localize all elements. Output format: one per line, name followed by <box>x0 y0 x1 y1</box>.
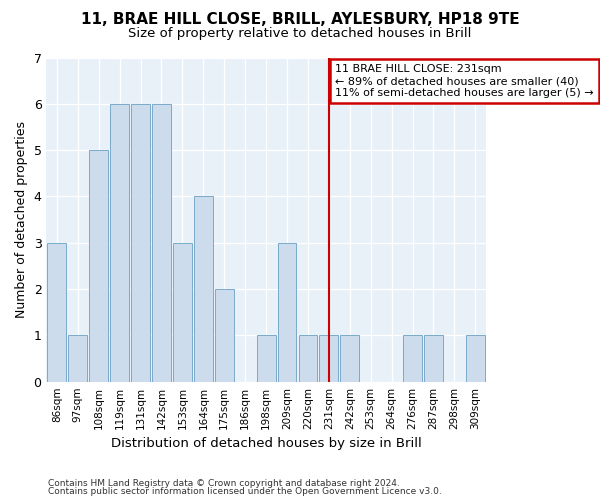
X-axis label: Distribution of detached houses by size in Brill: Distribution of detached houses by size … <box>111 437 421 450</box>
Bar <box>215 289 233 382</box>
Bar <box>424 336 443 382</box>
Bar <box>131 104 150 382</box>
Bar <box>152 104 171 382</box>
Text: Contains public sector information licensed under the Open Government Licence v3: Contains public sector information licen… <box>48 487 442 496</box>
Bar <box>319 336 338 382</box>
Bar <box>68 336 87 382</box>
Bar <box>403 336 422 382</box>
Bar <box>47 242 66 382</box>
Bar <box>466 336 485 382</box>
Bar <box>278 242 296 382</box>
Bar <box>110 104 129 382</box>
Y-axis label: Number of detached properties: Number of detached properties <box>15 121 28 318</box>
Bar <box>299 336 317 382</box>
Bar <box>194 196 213 382</box>
Text: Contains HM Land Registry data © Crown copyright and database right 2024.: Contains HM Land Registry data © Crown c… <box>48 478 400 488</box>
Bar <box>89 150 108 382</box>
Bar <box>257 336 275 382</box>
Text: 11 BRAE HILL CLOSE: 231sqm
← 89% of detached houses are smaller (40)
11% of semi: 11 BRAE HILL CLOSE: 231sqm ← 89% of deta… <box>335 64 594 98</box>
Bar <box>173 242 192 382</box>
Bar <box>340 336 359 382</box>
Text: Size of property relative to detached houses in Brill: Size of property relative to detached ho… <box>128 28 472 40</box>
Text: 11, BRAE HILL CLOSE, BRILL, AYLESBURY, HP18 9TE: 11, BRAE HILL CLOSE, BRILL, AYLESBURY, H… <box>80 12 520 28</box>
